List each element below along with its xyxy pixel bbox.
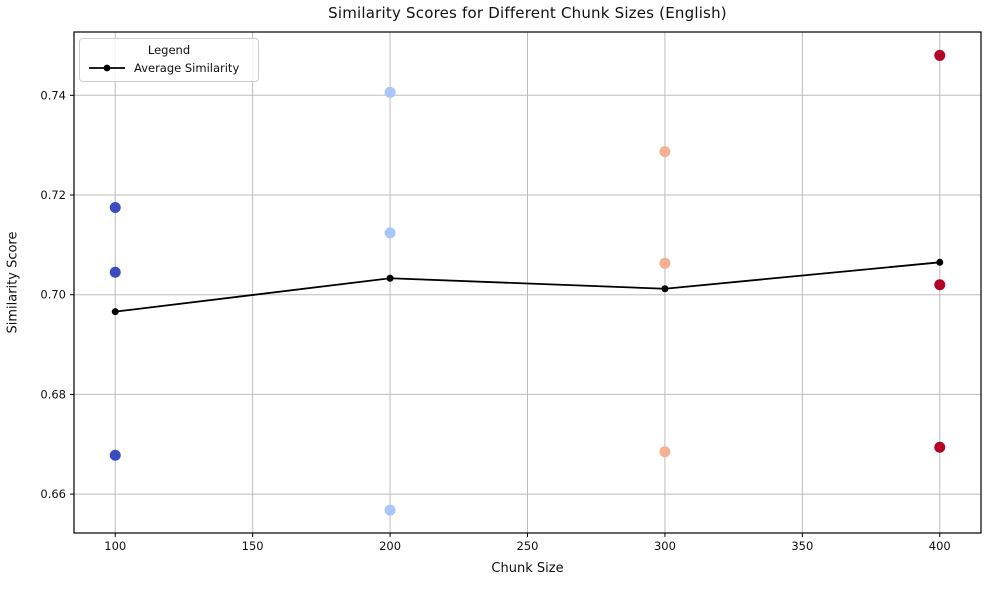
x-tick-label: 350 [791,539,813,553]
y-tick-label: 0.66 [40,487,66,501]
legend-entry: Average Similarity [88,61,250,75]
scatter-point-chunk-size-200 [384,504,396,516]
y-tick-label: 0.72 [40,188,66,202]
scatter-point-chunk-size-300 [659,146,671,158]
scatter-point-chunk-size-400 [934,49,946,61]
average-similarity-line [115,261,940,313]
data-layer [109,49,946,516]
x-tick-label: 300 [654,539,676,553]
x-tick-label: 400 [929,539,951,553]
x-tick-label: 100 [104,539,126,553]
scatter-point-chunk-size-400 [934,279,946,291]
grid-layer [74,32,981,533]
average-point [661,285,669,293]
legend: Legend Average Similarity [79,38,259,82]
scatter-point-chunk-size-100 [109,201,121,213]
average-line-marker-icon [88,63,126,73]
legend-title: Legend [147,43,191,57]
y-tick-label: 0.70 [40,288,66,302]
plot-border [73,31,982,534]
chart-title: Similarity Scores for Different Chunk Si… [328,4,727,22]
scatter-point-chunk-size-200 [384,86,396,98]
x-tick-label: 250 [517,539,539,553]
x-tick-label: 150 [242,539,264,553]
legend-entry-label: Average Similarity [134,61,240,75]
y-tick-label: 0.74 [40,88,66,102]
average-point [386,274,394,282]
scatter-point-chunk-size-300 [659,446,671,458]
scatter-point-chunk-size-300 [659,257,671,269]
scatter-point-chunk-size-200 [384,227,396,239]
average-point [936,258,944,266]
tick-layer: 100 150 200 250 300 350 400 0.66 0.68 0.70 0.72 0.7… [40,88,950,553]
scatter-point-chunk-size-400 [934,441,946,453]
scatter-point-chunk-size-100 [109,266,121,278]
y-axis-label: Similarity Score [5,231,21,334]
average-point [111,308,119,316]
scatter-point-chunk-size-100 [109,449,121,461]
x-axis-label: Chunk Size [491,561,564,576]
x-tick-label: 200 [379,539,401,553]
y-tick-label: 0.68 [40,387,66,401]
